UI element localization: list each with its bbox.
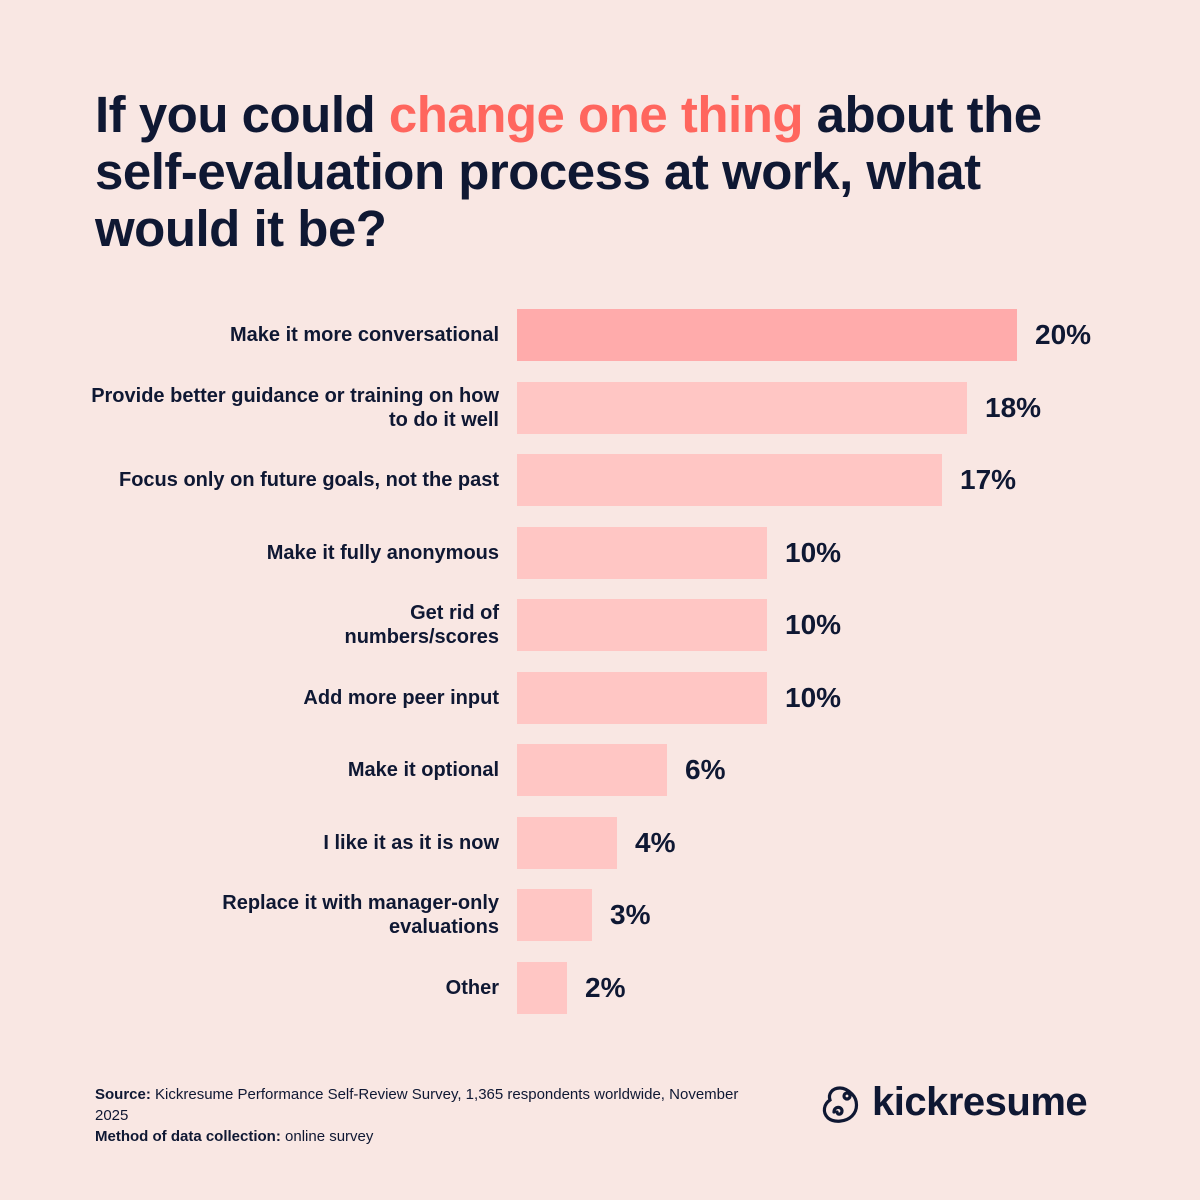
category-label: I like it as it is now bbox=[323, 831, 499, 854]
title-part: about the self-evaluation process at wor… bbox=[95, 86, 1042, 257]
bar bbox=[517, 526, 767, 579]
data-label: 10% bbox=[785, 609, 842, 640]
bar bbox=[517, 961, 567, 1014]
chart-title: If you could change one thing about the … bbox=[95, 86, 1135, 257]
title-part: If you could bbox=[95, 86, 389, 143]
data-label: 18% bbox=[985, 391, 1042, 423]
category-label: Make it optional bbox=[347, 759, 499, 781]
bar bbox=[517, 309, 1017, 361]
footer-source: Source: Kickresume Performance Self-Revi… bbox=[95, 1084, 775, 1147]
category-label: Provide better guidance or training on h… bbox=[91, 384, 499, 431]
bar bbox=[517, 381, 967, 434]
category-label: Focus only on future goals, not the past bbox=[118, 469, 499, 491]
category-label: Get rid of numbers/scores bbox=[344, 602, 499, 648]
data-label: 17% bbox=[960, 464, 1017, 495]
bar bbox=[517, 889, 592, 941]
category-label: Make it more conversational bbox=[230, 324, 499, 346]
source-text: Kickresume Performance Self-Review Surve… bbox=[95, 1086, 739, 1124]
chameleon-logo-icon bbox=[822, 1085, 859, 1123]
bar bbox=[517, 816, 617, 869]
source-label: Source: bbox=[95, 1086, 151, 1103]
method-label: Method of data collection: bbox=[95, 1128, 281, 1145]
bar bbox=[517, 599, 767, 651]
data-label: 20% bbox=[1035, 319, 1092, 350]
category-label: Make it fully anonymous bbox=[266, 541, 499, 564]
data-label: 3% bbox=[610, 899, 651, 930]
category-label: Add more peer input bbox=[303, 686, 499, 709]
data-label: 10% bbox=[785, 536, 842, 568]
kickresume-logo: kickresume bbox=[820, 1080, 1088, 1125]
logo-text: kickresume bbox=[872, 1080, 1088, 1124]
category-label: Replace it with manager-only evaluations bbox=[222, 892, 499, 938]
data-label: 2% bbox=[585, 971, 626, 1003]
category-label: Other bbox=[445, 976, 499, 999]
method-text: online survey bbox=[280, 1128, 374, 1145]
data-label: 6% bbox=[685, 754, 726, 785]
bar bbox=[517, 671, 767, 724]
data-label: 4% bbox=[635, 826, 676, 858]
bar bbox=[517, 744, 667, 796]
bar bbox=[517, 454, 942, 506]
data-label: 10% bbox=[785, 681, 842, 713]
title-highlight: change one thing bbox=[388, 86, 804, 143]
